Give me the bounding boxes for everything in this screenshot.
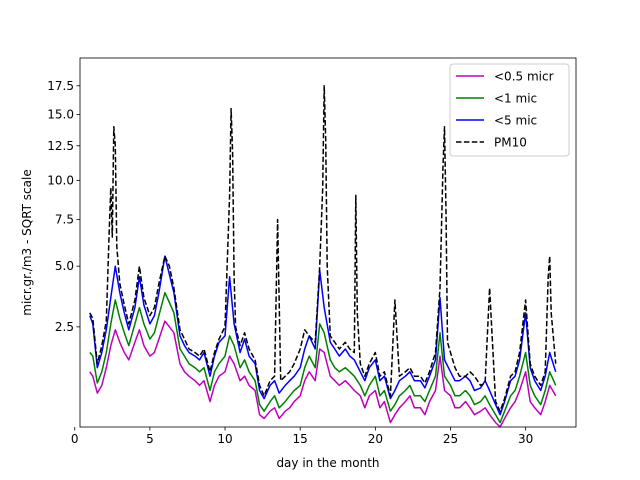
legend-box	[449, 63, 570, 157]
x-axis-label: day in the month	[276, 456, 379, 470]
x-tick-label: 15	[293, 432, 308, 446]
axes-frame	[79, 57, 577, 428]
y-axis-label: micr.gr./m3 - SQRT scale	[20, 169, 34, 315]
legend-label-3: PM10	[494, 136, 527, 150]
y-axis-ticks: 2.5 5.0 7.5 10.0 12.5 15.0 17.5	[47, 79, 80, 334]
x-tick-label: 25	[443, 432, 458, 446]
series-line-1	[89, 291, 557, 424]
series-line-0	[89, 320, 557, 428]
x-tick-label: 10	[217, 432, 232, 446]
series-line-3	[89, 85, 557, 412]
y-tick-label: 10.0	[47, 173, 74, 187]
x-tick-label: 30	[518, 432, 533, 446]
x-tick-label: 0	[71, 432, 79, 446]
legend-label-0: <0.5 micr	[494, 70, 554, 84]
y-tick-label: 17.5	[47, 79, 74, 93]
y-tick-label: 5.0	[55, 259, 74, 273]
y-tick-label: 7.5	[55, 213, 74, 227]
plot-area	[89, 85, 557, 428]
legend-label-1: <1 mic	[494, 92, 537, 106]
x-tick-label: 20	[368, 432, 383, 446]
y-tick-label: 12.5	[47, 139, 74, 153]
x-tick-label: 5	[146, 432, 154, 446]
y-tick-label: 2.5	[55, 320, 74, 334]
y-tick-label: 15.0	[47, 108, 74, 122]
legend-label-2: <5 mic	[494, 114, 537, 128]
legend: <0.5 micr <1 mic <5 mic PM10	[449, 63, 570, 157]
x-axis-ticks: 0 5 10 15 20 25 30	[71, 427, 533, 446]
